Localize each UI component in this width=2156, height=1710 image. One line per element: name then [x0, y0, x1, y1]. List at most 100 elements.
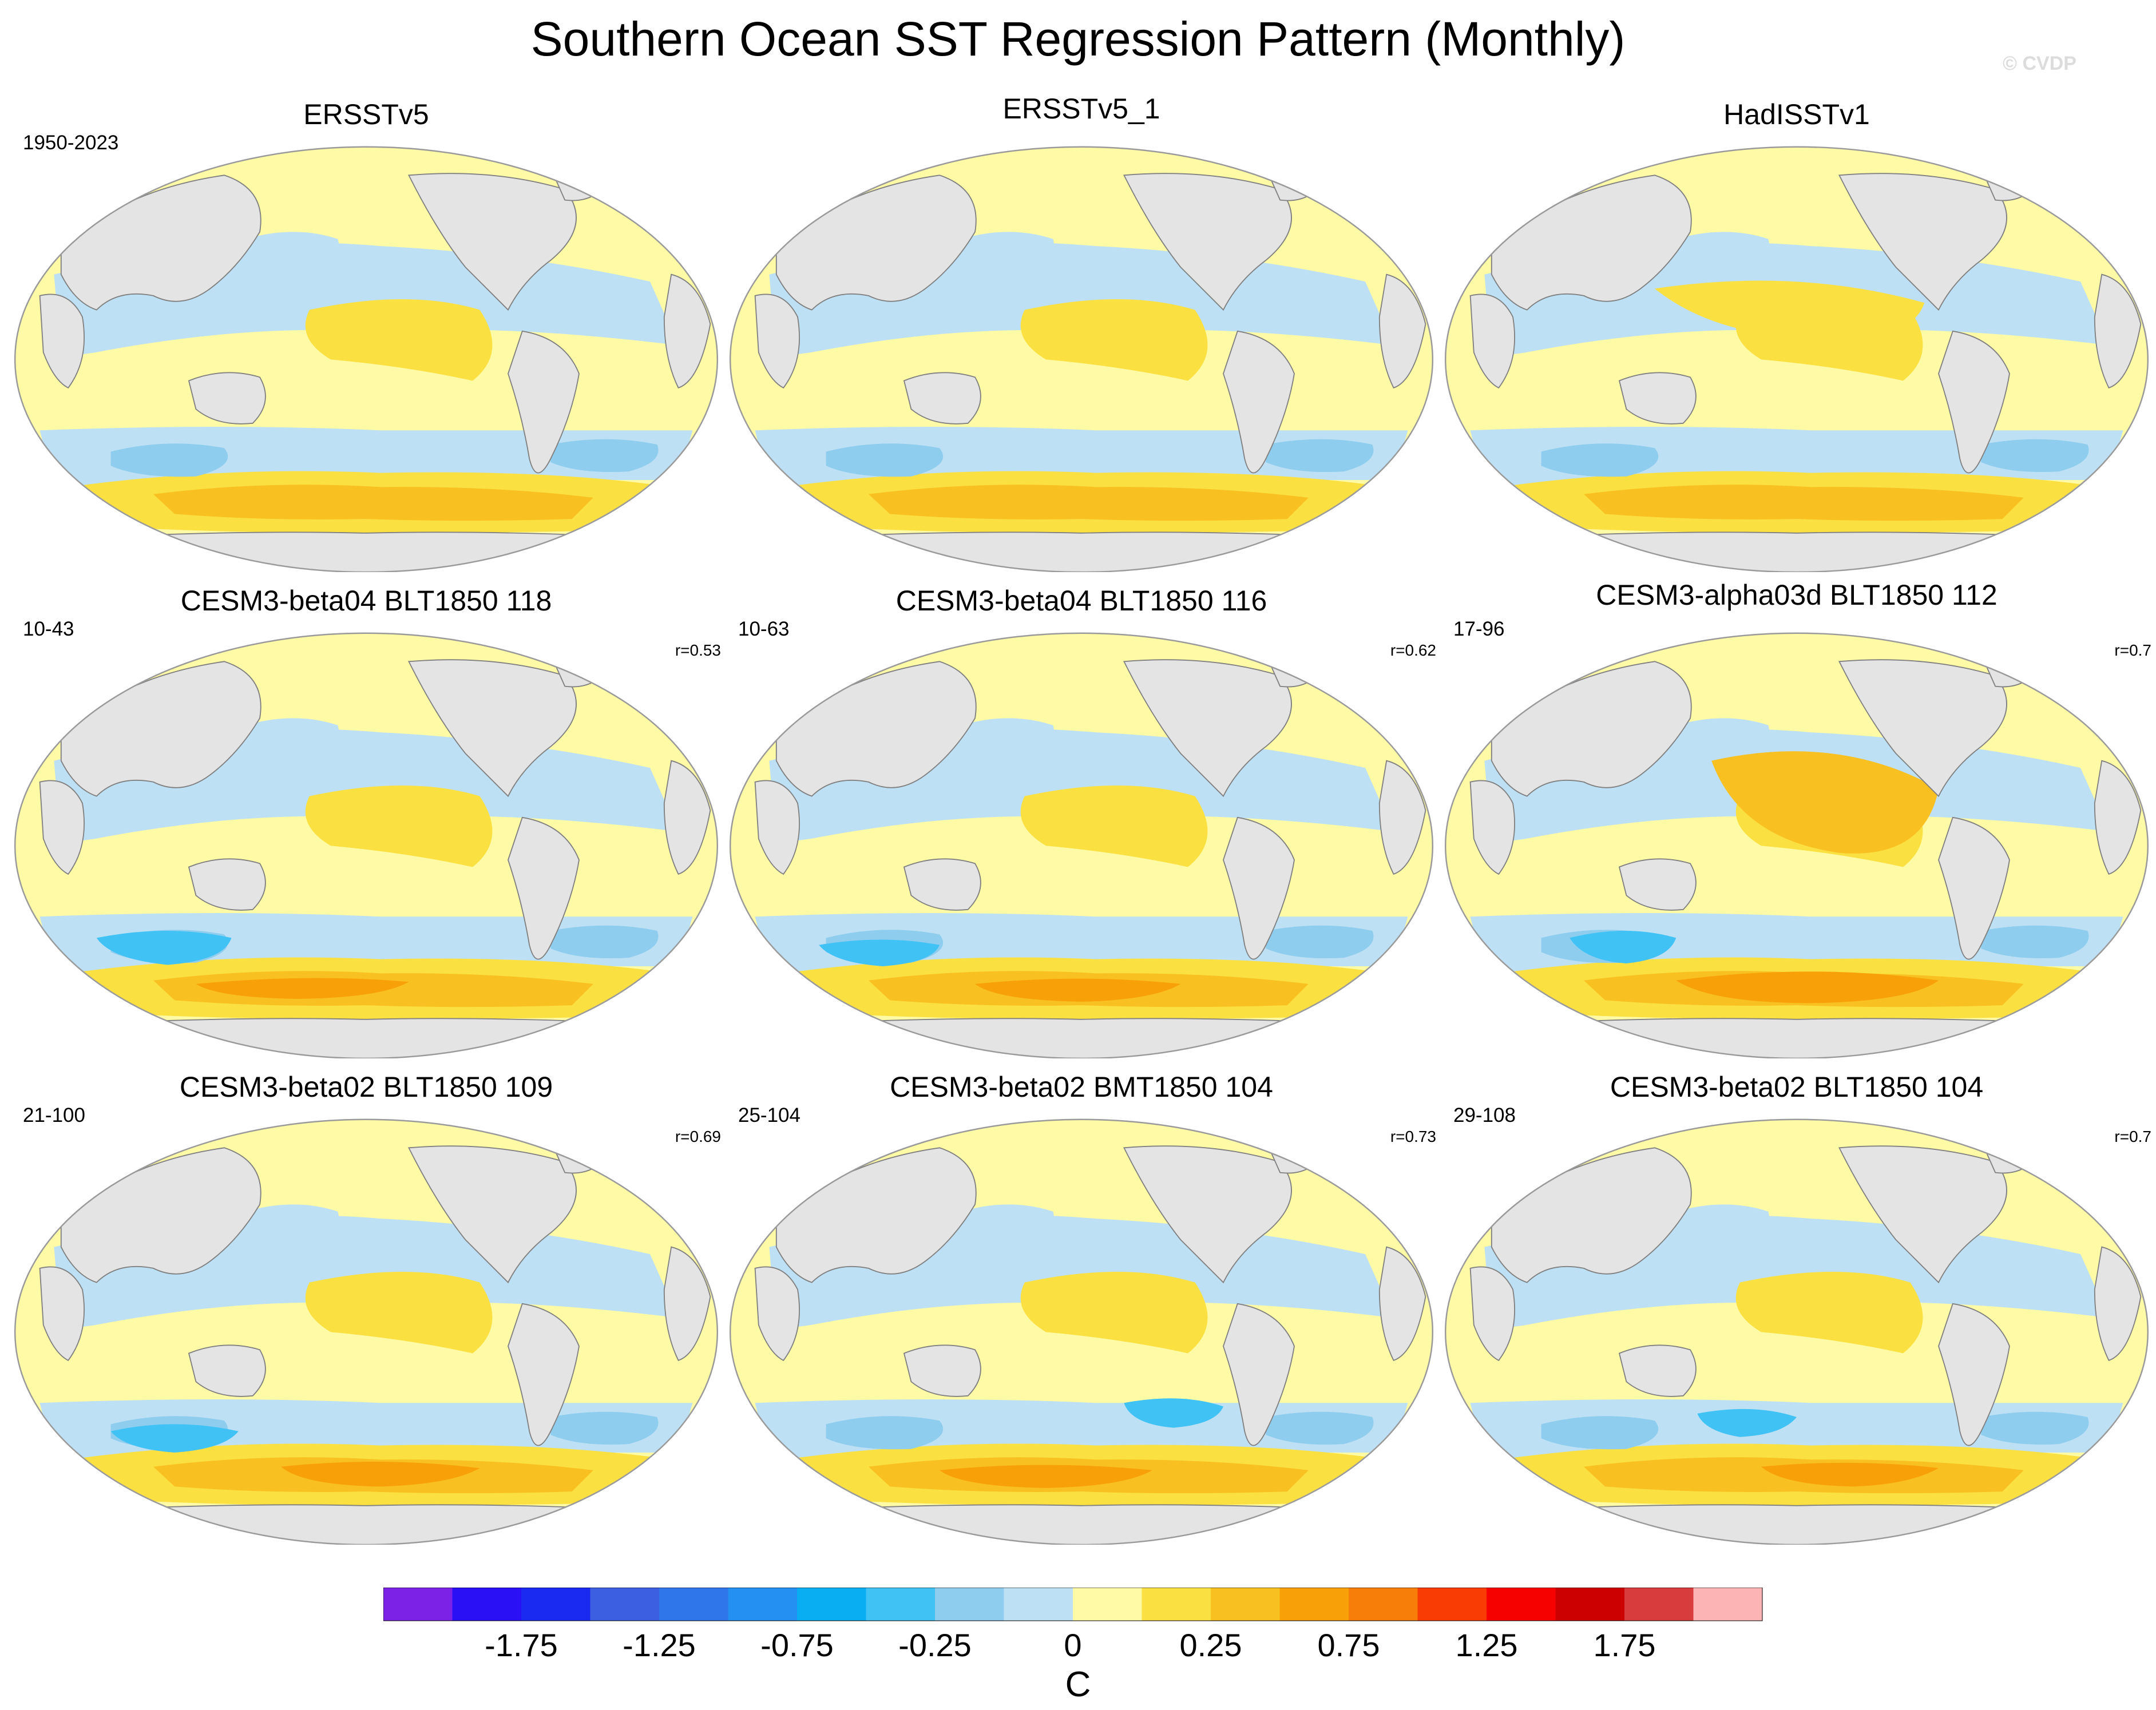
- sst-contour: [281, 1462, 480, 1487]
- colorbar-tick-label: -0.75: [760, 1627, 834, 1663]
- sst-contour: [305, 1272, 493, 1354]
- panel-title: ERSSTv5: [303, 98, 429, 130]
- colorbar-swatch: [383, 1588, 453, 1621]
- land-mass: [1470, 1504, 2123, 1545]
- colorbar-tick-label: 0.25: [1180, 1627, 1242, 1663]
- land-mass: [188, 1344, 266, 1397]
- colorbar-swatch: [1142, 1588, 1211, 1621]
- sst-contour: [245, 232, 339, 275]
- land-mass: [663, 273, 711, 389]
- sst-contour: [1981, 925, 2089, 959]
- land-mass: [754, 780, 800, 875]
- sst-contour: [961, 1204, 1055, 1247]
- land-mass: [1469, 293, 1516, 389]
- colorbar-swatch: [521, 1588, 590, 1621]
- sst-contour: [1676, 718, 1770, 761]
- panel-years: 17-96: [1453, 618, 1505, 640]
- land-mass: [1491, 661, 1692, 797]
- robinson-map: [730, 1118, 1433, 1545]
- land-mass: [39, 780, 85, 875]
- land-mass: [508, 1303, 580, 1446]
- colorbar-tick-label: 1.75: [1594, 1627, 1656, 1663]
- colorbar-swatch: [1417, 1588, 1487, 1621]
- map-outline: [730, 1118, 1433, 1545]
- land-mass: [1123, 173, 1292, 311]
- panel-title: ERSSTv5_1: [1002, 93, 1160, 125]
- land-mass: [1838, 659, 2007, 798]
- land-mass: [1123, 1145, 1292, 1284]
- land-mass: [1618, 1344, 1697, 1397]
- land-mass: [1223, 1303, 1295, 1446]
- colorbar: -1.75 -1.25 -0.75 -0.25 0 0.25 0.75 1.25 1.75: [383, 1588, 1763, 1663]
- colorbar-tick-label: 0: [1064, 1627, 1081, 1663]
- sst-contour: [1655, 280, 1925, 339]
- land-mass: [1838, 1145, 2007, 1284]
- land-mass: [755, 1018, 1408, 1058]
- sst-contour: [1541, 443, 1659, 477]
- panel-correlation: r=0.7: [2114, 1128, 2151, 1145]
- map-panel: ERSSTv5_1: [727, 93, 1436, 572]
- land-mass: [1378, 273, 1426, 389]
- sst-contour: [1541, 1416, 1659, 1450]
- map-outline: [730, 146, 1433, 572]
- panel-years: 21-100: [23, 1104, 85, 1126]
- panel-years: 10-43: [23, 618, 74, 640]
- colorbar-swatch: [1487, 1588, 1556, 1621]
- robinson-map: [14, 632, 718, 1058]
- land-mass: [1618, 858, 1697, 911]
- panel-correlation: r=0.73: [1390, 1128, 1436, 1145]
- sst-contour: [869, 485, 1309, 521]
- land-mass: [1838, 173, 2007, 311]
- sst-contour: [550, 439, 659, 473]
- panel-title: CESM3-alpha03d BLT1850 112: [1596, 579, 1998, 611]
- sst-contour: [826, 1416, 944, 1450]
- land-mass: [775, 174, 977, 311]
- map-outline: [730, 632, 1433, 1058]
- sst-contour: [153, 485, 593, 521]
- colorbar-tick-label: 1.25: [1456, 1627, 1518, 1663]
- panel-correlation: r=0.69: [675, 1128, 721, 1145]
- land-mass: [1470, 531, 2123, 572]
- colorbar-swatch: [452, 1588, 522, 1621]
- colorbar-tick-label: -1.25: [623, 1627, 696, 1663]
- colorbar-tick-label: 0.75: [1318, 1627, 1380, 1663]
- map-outline: [14, 632, 718, 1058]
- robinson-map: [730, 146, 1433, 572]
- sst-contour: [1266, 439, 1374, 473]
- figure-title: Southern Ocean SST Regression Pattern (M…: [530, 12, 1626, 66]
- map-panel: CESM3-beta02 BLT1850 104 29-108 r=0.7: [1442, 1070, 2151, 1545]
- land-mass: [2094, 273, 2142, 389]
- map-panel: CESM3-alpha03d BLT1850 112 17-96 r=0.7: [1442, 579, 2151, 1058]
- panel-title: CESM3-beta02 BMT1850 104: [890, 1071, 1273, 1103]
- sst-contour: [961, 718, 1055, 761]
- land-mass: [60, 1147, 261, 1283]
- land-mass: [1378, 760, 1426, 875]
- land-mass: [1123, 659, 1292, 798]
- colorbar-tick-label: -1.75: [485, 1627, 558, 1663]
- colorbar-swatch: [935, 1588, 1004, 1621]
- land-mass: [60, 661, 261, 797]
- sst-contour: [1981, 1411, 2089, 1445]
- land-mass: [1938, 330, 2010, 474]
- land-mass: [1491, 1147, 1692, 1283]
- sst-contour: [550, 1411, 659, 1445]
- sst-contour: [1124, 1398, 1223, 1428]
- land-mass: [663, 1246, 711, 1362]
- sst-contour: [940, 1465, 1152, 1488]
- colorbar-tick-label: -0.25: [898, 1627, 972, 1663]
- land-mass: [60, 174, 261, 311]
- land-mass: [508, 330, 580, 474]
- panel-title: CESM3-beta04 BLT1850 116: [895, 585, 1267, 617]
- sst-contour: [110, 443, 228, 477]
- sst-contour: [819, 939, 940, 966]
- colorbar-swatch: [797, 1588, 866, 1621]
- sst-contour: [1020, 785, 1208, 867]
- land-mass: [775, 1147, 977, 1283]
- sst-contour: [1981, 439, 2089, 473]
- land-mass: [903, 858, 981, 911]
- panel-title: CESM3-beta02 BLT1850 104: [1610, 1071, 1984, 1103]
- sst-contour: [975, 978, 1181, 1002]
- map-panel: CESM3-beta04 BLT1850 118 10-43 r=0.53: [11, 584, 721, 1058]
- sst-contour: [305, 785, 493, 867]
- sst-contour: [1266, 1411, 1374, 1445]
